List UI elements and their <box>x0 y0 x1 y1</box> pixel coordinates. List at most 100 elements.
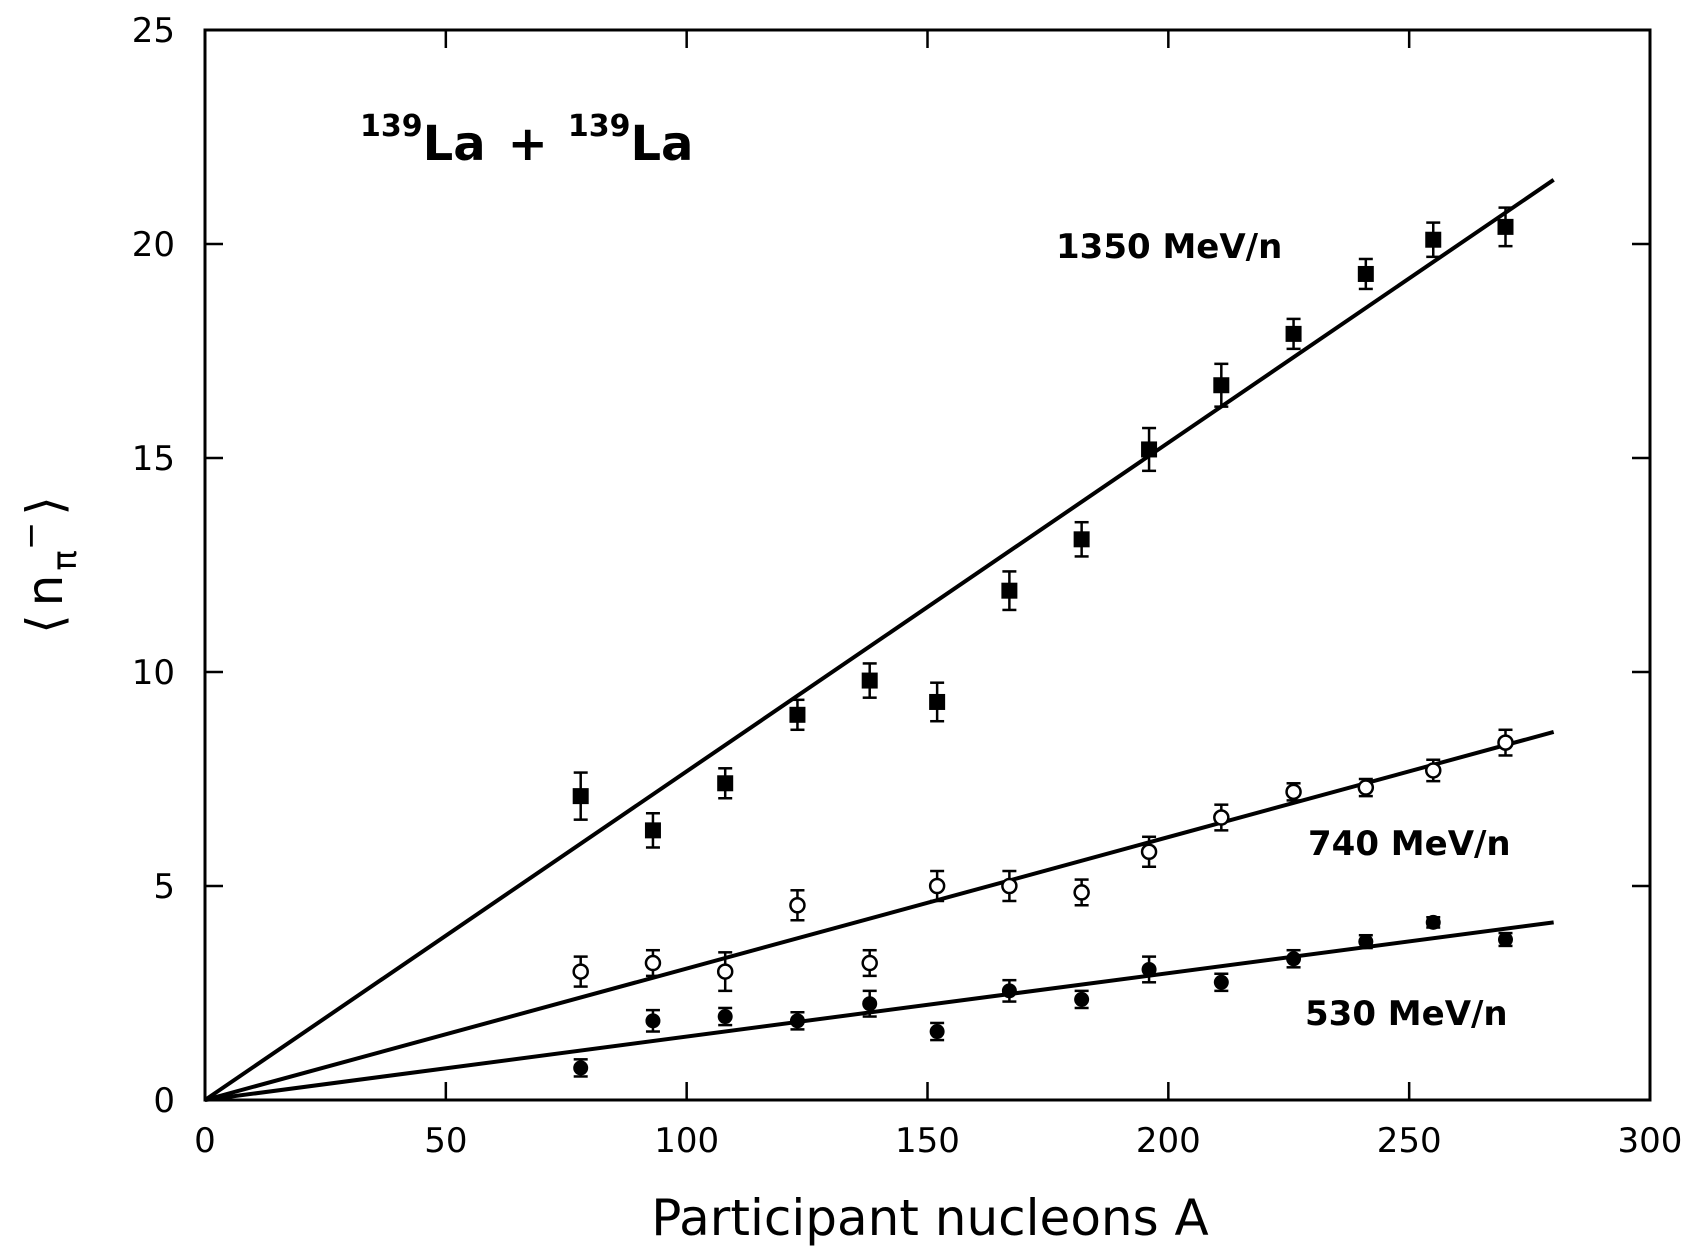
y-tick-label: 10 <box>132 653 175 693</box>
data-point <box>1425 758 1442 783</box>
open-circle-marker <box>928 877 946 895</box>
x-tick-label: 250 <box>1377 1121 1442 1161</box>
data-point <box>1213 972 1229 993</box>
data-point <box>1001 570 1018 612</box>
y-axis-title-sub: π <box>45 550 85 570</box>
x-axis-title: Participant nucleons A <box>651 1189 1209 1247</box>
data-point <box>1497 206 1514 248</box>
filled-circle-marker <box>929 1024 945 1040</box>
square-marker <box>1001 582 1018 599</box>
square-marker <box>572 788 589 805</box>
data-point <box>1425 914 1441 930</box>
filled-circle-marker <box>1498 932 1513 947</box>
data-point <box>1357 777 1375 798</box>
y-axis-title-close: ⟩ <box>16 496 74 516</box>
reaction-mass-2: 139 <box>568 109 631 144</box>
data-point <box>1213 362 1230 408</box>
filled-circle-marker <box>1358 934 1374 950</box>
reaction-label: 139La +139La <box>360 109 693 172</box>
fit-line <box>204 729 1555 1102</box>
series-label-740: 740 MeV/n <box>1308 824 1511 864</box>
square-marker <box>1357 265 1374 282</box>
series-label-530: 530 MeV/n <box>1305 994 1508 1034</box>
data-point <box>861 948 878 978</box>
square-marker <box>861 672 878 689</box>
x-tick-label: 300 <box>1618 1121 1683 1161</box>
data-point <box>1497 728 1514 757</box>
data-point <box>572 955 589 988</box>
open-circle-marker <box>789 897 806 914</box>
data-point <box>928 869 946 903</box>
data-point <box>1141 426 1158 473</box>
data-point <box>789 1011 805 1031</box>
y-axis-title-open: ⟨ <box>16 614 74 634</box>
data-points <box>572 206 1514 1078</box>
data-point <box>1073 878 1090 907</box>
data-point <box>929 1021 945 1042</box>
data-point <box>645 1008 661 1033</box>
data-point <box>789 889 806 922</box>
data-point <box>573 1058 589 1078</box>
reaction-element-1: La <box>423 116 486 172</box>
square-marker <box>929 693 946 710</box>
data-point <box>716 951 734 993</box>
data-point <box>1357 257 1374 291</box>
y-axis-title-sup: − <box>11 522 51 551</box>
x-tick-label: 0 <box>194 1121 216 1161</box>
y-axis-title-n: n <box>16 575 74 607</box>
filled-circle-marker <box>1286 951 1302 967</box>
square-marker <box>1497 218 1514 235</box>
x-tick-label: 50 <box>424 1121 467 1161</box>
x-tick-label: 150 <box>895 1121 960 1161</box>
open-circle-marker <box>861 954 878 972</box>
reaction-plus: + <box>508 116 548 172</box>
y-tick-label: 5 <box>153 867 175 907</box>
data-point <box>1140 835 1158 868</box>
open-circle-marker <box>716 963 734 980</box>
open-circle-marker <box>1285 783 1302 801</box>
data-point <box>644 948 662 978</box>
data-point <box>1285 782 1302 802</box>
open-circle-marker <box>1497 734 1514 751</box>
filled-circle-marker <box>1213 974 1229 990</box>
filled-circle-marker <box>789 1013 805 1029</box>
open-circle-marker <box>1357 779 1375 796</box>
data-point <box>1285 317 1302 351</box>
square-marker <box>717 775 734 792</box>
square-marker <box>1213 377 1230 394</box>
y-tick-label: 20 <box>132 225 175 265</box>
data-point <box>1425 221 1442 259</box>
y-tick-label: 0 <box>153 1081 175 1121</box>
filled-circle-marker <box>1074 991 1090 1007</box>
filled-circle-marker <box>645 1013 661 1029</box>
data-point <box>862 989 878 1018</box>
data-point <box>1141 955 1157 984</box>
data-point <box>1073 520 1090 558</box>
fit-line <box>204 920 1554 1102</box>
data-point <box>1498 931 1513 948</box>
filled-circle-marker <box>862 996 878 1012</box>
data-point <box>572 771 589 821</box>
data-point <box>1213 803 1230 832</box>
data-point <box>1358 933 1374 950</box>
data-point <box>789 698 806 732</box>
x-tick-label: 100 <box>654 1121 719 1161</box>
open-circle-marker <box>1073 884 1090 901</box>
series-label-1350: 1350 MeV/n <box>1056 227 1282 267</box>
data-point <box>929 681 946 723</box>
reaction-element-2: La <box>630 116 693 172</box>
data-point <box>1074 989 1090 1010</box>
y-tick-label: 25 <box>132 11 175 51</box>
y-axis-title: ⟨ nπ− ⟩ <box>11 496 85 634</box>
filled-circle-marker <box>1141 961 1157 977</box>
data-point <box>1286 948 1302 969</box>
filled-circle-marker <box>1425 914 1441 930</box>
data-point <box>1001 869 1018 903</box>
square-marker <box>644 822 661 839</box>
data-point <box>644 811 661 849</box>
data-point <box>861 662 878 699</box>
square-marker <box>789 706 806 723</box>
fit-line <box>203 178 1555 1102</box>
open-circle-marker <box>1425 762 1442 779</box>
data-point <box>717 767 734 800</box>
